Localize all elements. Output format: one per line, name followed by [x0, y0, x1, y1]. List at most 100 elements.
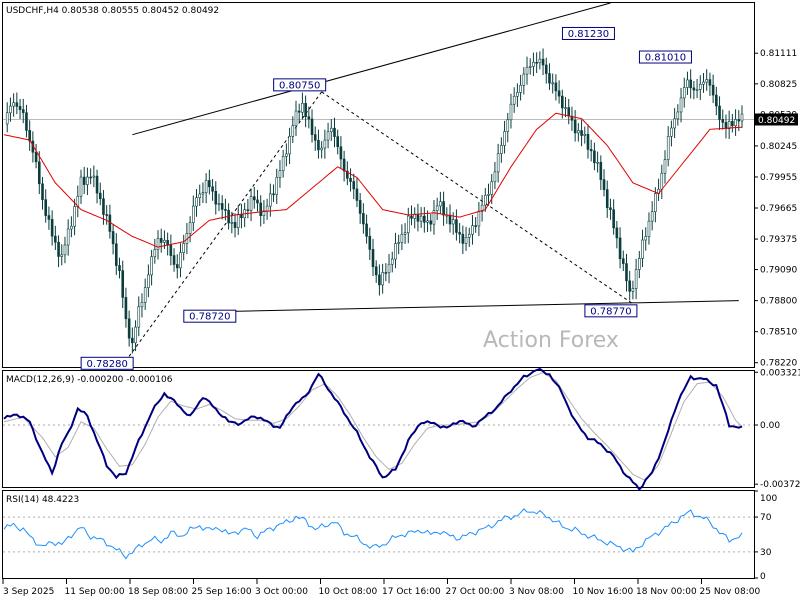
candle [111, 231, 115, 245]
candle [480, 204, 484, 212]
x-tick-label: 17 Oct 16:00 [382, 587, 441, 597]
candle [236, 213, 240, 228]
macd-main-line [3, 367, 743, 491]
candle [390, 258, 394, 265]
candle [384, 272, 388, 274]
candle [490, 181, 494, 195]
candle [249, 196, 253, 211]
candle [416, 213, 420, 222]
x-tick-label: 10 Oct 08:00 [319, 587, 378, 597]
price-pane-title: USDCHF,H4 0.80538 0.80555 0.80452 0.8049… [6, 6, 219, 16]
y-tick-label: 0.80825 [760, 80, 797, 90]
candle [528, 66, 532, 68]
macd-signal-line [3, 372, 743, 482]
candle [573, 119, 577, 134]
candle [211, 186, 214, 192]
candle [134, 326, 137, 344]
candle [692, 87, 696, 91]
candle [522, 73, 526, 86]
candle [740, 113, 744, 122]
price-level-label: 0.81010 [645, 53, 686, 64]
candle [711, 84, 715, 96]
price-level-box [561, 26, 615, 40]
candle [455, 219, 458, 233]
candle [609, 207, 612, 210]
candle [554, 82, 558, 92]
candle [12, 102, 15, 107]
candle [599, 161, 603, 180]
price-level-box [638, 50, 692, 64]
rsi-line [3, 508, 743, 560]
candle [686, 79, 689, 88]
candle [172, 255, 176, 265]
fibo-dashed-line [321, 91, 634, 305]
price-level-label: 0.78770 [590, 306, 631, 317]
candle [593, 150, 596, 164]
candle [721, 119, 725, 123]
candle [618, 237, 622, 260]
candle [715, 94, 718, 107]
x-tick-label: 27 Oct 00:00 [446, 587, 505, 597]
rsi-tick-label: 70 [760, 513, 772, 523]
macd-pane-title: MACD(12,26,9) -0.000200 -0.000106 [6, 375, 173, 385]
candle [86, 176, 89, 185]
candle [484, 195, 487, 206]
candle [426, 220, 429, 223]
candle [551, 82, 554, 85]
candle [224, 209, 227, 211]
candle [727, 121, 731, 129]
candle [214, 190, 218, 205]
candle [41, 183, 44, 200]
candle [115, 243, 118, 266]
candle [102, 198, 105, 215]
candle [169, 244, 173, 256]
candle [670, 127, 673, 137]
candle [429, 220, 433, 225]
rsi-tick-label: 0 [760, 572, 766, 582]
candle [525, 66, 529, 75]
candle [589, 149, 593, 152]
y-tick-label: 0.80245 [760, 142, 797, 152]
candle [339, 146, 343, 160]
y-tick-label: 0.78220 [760, 359, 797, 369]
rsi-pane-title: RSI(14) 48.4223 [6, 495, 79, 505]
candle [538, 58, 542, 63]
candle [689, 79, 692, 89]
candle [673, 118, 676, 129]
candle [333, 127, 336, 137]
x-tick-label: 11 Sep 00:00 [65, 587, 125, 597]
candle [208, 180, 211, 188]
candle [583, 133, 587, 136]
candle [374, 266, 378, 276]
candle [281, 156, 285, 171]
candle [118, 265, 121, 271]
candle [442, 201, 445, 216]
candle [471, 225, 474, 235]
candle [336, 136, 340, 148]
price-level-box [183, 309, 237, 323]
candle [512, 95, 516, 105]
candle [54, 235, 57, 243]
trend-line [132, 2, 611, 136]
candle [541, 58, 545, 66]
x-tick-label: 18 Nov 00:00 [636, 587, 697, 597]
y-tick-label: 0.81111 [760, 49, 797, 59]
candle [403, 232, 407, 235]
candle [79, 176, 83, 197]
candle [638, 258, 641, 270]
candle [50, 219, 54, 237]
candle [654, 193, 657, 212]
candle [631, 288, 635, 292]
candle [25, 112, 28, 131]
candle [18, 106, 22, 110]
candle [577, 130, 580, 134]
rsi-pane [2, 490, 755, 579]
candle [233, 222, 237, 228]
candle [419, 215, 423, 222]
candle [448, 214, 452, 225]
candle [362, 213, 365, 225]
candle [731, 121, 734, 127]
candle [82, 176, 86, 185]
candle [124, 297, 128, 320]
